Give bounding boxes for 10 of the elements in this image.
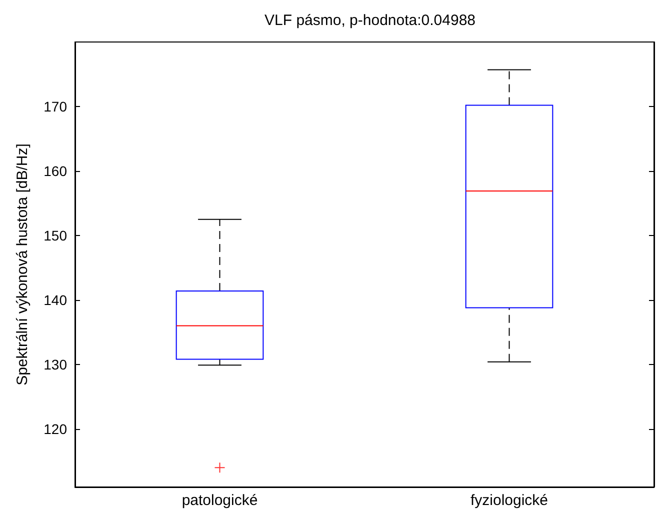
x-tick-label: patologické: [182, 492, 258, 509]
y-tick-label: 160: [44, 162, 68, 179]
y-tick-label: 120: [44, 420, 68, 437]
y-tick-label: 130: [44, 356, 68, 372]
y-tick-label: 140: [44, 292, 68, 308]
y-tick-label: 170: [44, 98, 68, 114]
y-tick-label: 150: [44, 227, 68, 244]
x-tick-label: fyziologické: [470, 492, 548, 509]
chart-title: VLF pásmo, p-hodnota:0.04988: [264, 12, 476, 29]
y-axis-title: Spektrální výkonová hustota [dB/Hz]: [14, 144, 31, 386]
